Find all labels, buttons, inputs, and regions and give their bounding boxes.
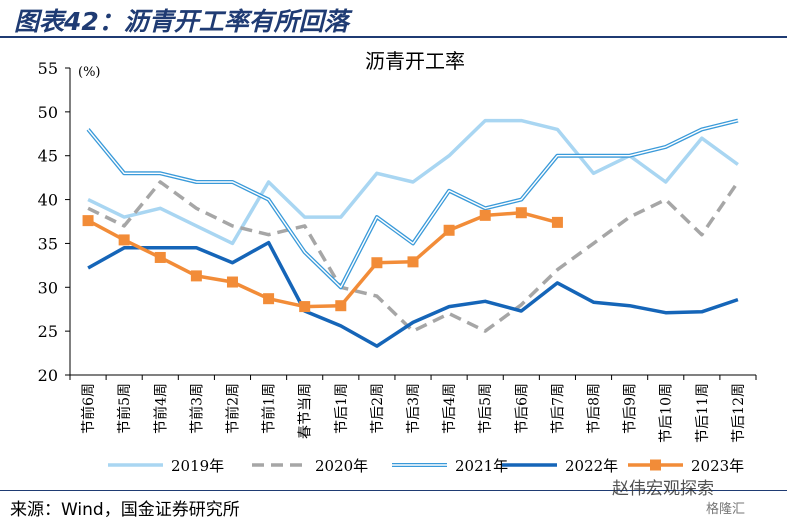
series-line-2020 [87,180,740,333]
x-tick-label: 节后3周 [406,383,422,434]
data-point-2023 [299,301,311,313]
data-point-2023 [226,276,238,288]
data-point-2023 [154,251,166,263]
figure-title: 图表42：沥青开工率有所回落 [14,7,349,36]
x-tick-label: 节后4周 [442,383,458,434]
series-2022 [87,240,739,348]
series-2020 [87,180,740,333]
data-point-2023 [515,207,527,219]
legend-label: 2019年 [171,457,224,475]
x-tick-label: 节后2周 [370,383,386,434]
line-chart: 沥青开工率 (%) 20 25 30 35 40 45 50 55 节前6周 节前5周 节前4周 节前… [38,49,757,475]
legend-label: 2020年 [315,457,368,475]
series-2023 [82,207,563,313]
data-point-2023 [263,293,275,305]
data-point-2023 [443,224,455,236]
y-tick-label: 35 [38,234,58,253]
x-tick-label: 节后8周 [587,383,603,434]
series-line-2022 [87,240,739,348]
series-2021 [86,118,739,290]
legend-item-2019: 2019年 [108,457,224,475]
watermark-sub: 格隆汇 [706,502,746,517]
x-tick-label: 节前5周 [116,383,133,434]
legend-label: 2023年 [691,457,744,475]
y-tick-label: 25 [38,322,58,341]
source-note: 来源：Wind，国金证券研究所 [10,500,240,520]
x-tick-label: 节后7周 [550,383,566,434]
legend-item-2023: 2023年 [628,457,744,475]
y-tick-label: 30 [38,278,58,297]
x-tick-label: 节前2周 [224,383,241,434]
series-2019 [87,118,739,246]
legend-label: 2022年 [565,457,618,475]
x-tick-label: 节前6周 [80,383,97,434]
y-tick-label: 40 [38,191,58,210]
data-point-2023 [190,270,202,282]
footer-divider [0,490,787,491]
y-tick-label: 20 [38,366,58,385]
data-point-2023 [335,300,347,312]
x-tick-label: 节后11周 [695,383,711,443]
legend-item-2022: 2022年 [502,457,618,475]
x-tick-label: 节后10周 [659,383,675,443]
legend-label: 2021年 [455,457,508,475]
series-line-2019 [87,118,739,246]
x-tick-label: 春节当周 [298,383,314,439]
y-tick-label: 55 [38,59,58,78]
legend: 2019年 2020年 2021年 2022年 2023年 [108,457,744,475]
x-tick-label: 节前4周 [152,383,169,434]
x-tick-label: 节后9周 [623,383,639,434]
title-divider [0,36,787,38]
x-tick-label: 节后1周 [334,383,350,434]
x-tick-label: 节后12周 [731,383,747,443]
x-tick-label: 节后5周 [478,383,494,434]
y-axis-unit-label: (%) [78,65,101,80]
data-point-2023 [371,257,383,269]
chart-title: 沥青开工率 [365,49,465,73]
x-tick-label: 节后6周 [514,383,530,434]
series-group [82,118,740,348]
series-line-2023 [87,210,558,309]
data-point-2023 [479,209,491,221]
x-tick-label: 节前3周 [188,383,205,434]
series-line-2021-inner [87,119,739,288]
data-point-2023 [407,256,419,268]
legend-item-2021: 2021年 [392,457,508,475]
data-point-2023 [82,215,94,227]
legend-marker [650,459,661,471]
chart-container: 沥青开工率 (%) 20 25 30 35 40 45 50 55 节前6周 节前5周 节前4周 节前… [0,38,787,490]
axes-group: 20 25 30 35 40 45 50 55 节前6周 节前5周 节前4周 节前3周 节前2周 节前1周… [38,59,757,443]
x-tick-label: 节前1周 [261,383,278,434]
watermark: 赵伟宏观探索 [612,479,714,499]
data-point-2023 [551,216,563,228]
legend-item-2020: 2020年 [252,457,368,475]
y-tick-label: 50 [38,103,58,122]
y-tick-label: 45 [38,147,58,166]
data-point-2023 [118,234,130,246]
